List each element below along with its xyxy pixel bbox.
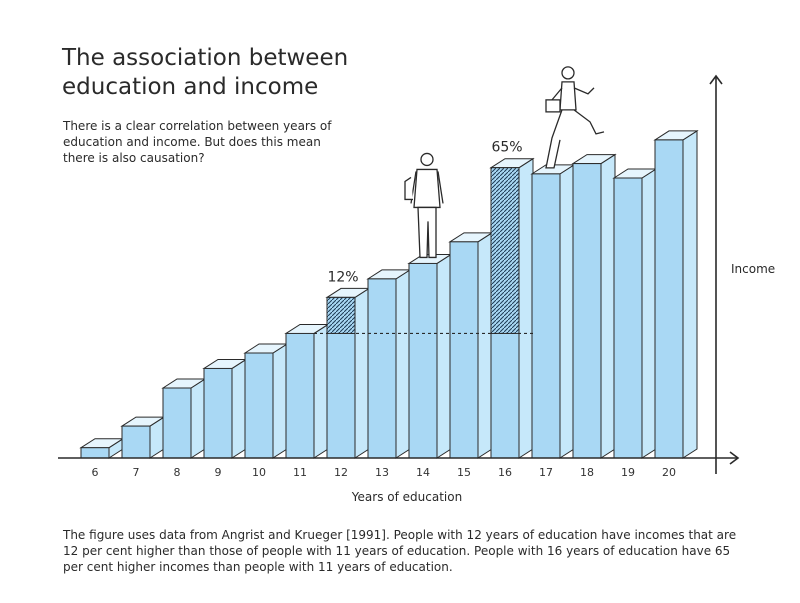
bar-8 — [161, 378, 207, 459]
bar-front — [613, 177, 643, 459]
chart-subtitle: There is a clear correlation between yea… — [63, 119, 332, 165]
people-illustrations — [404, 66, 605, 259]
bar-10 — [243, 343, 289, 459]
bar-19 — [612, 168, 658, 459]
chart-title: The association between education and in… — [62, 45, 349, 100]
bar-side — [272, 343, 288, 459]
bar-side — [518, 157, 534, 459]
x-tick-20: 20 — [662, 466, 676, 479]
bar-side — [682, 129, 698, 459]
bar-side — [190, 378, 206, 459]
bar-front — [449, 241, 479, 459]
bar-side — [641, 168, 657, 459]
x-axis-arrow — [729, 451, 740, 465]
bars-group — [79, 129, 699, 459]
bar-side — [436, 253, 452, 459]
bar-front — [244, 352, 274, 459]
bar-front — [367, 278, 397, 459]
bar-front — [203, 367, 233, 459]
bar-side — [600, 153, 616, 459]
bar-front — [531, 173, 561, 459]
x-tick-19: 19 — [621, 466, 635, 479]
x-axis-label: Years of education — [351, 490, 462, 504]
bar-15 — [448, 231, 494, 459]
x-tick-11: 11 — [293, 466, 307, 479]
bar-front — [121, 425, 151, 459]
x-tick-labels: 6 7 8 9 10 11 12 13 14 15 16 17 18 19 20 — [92, 466, 677, 479]
x-tick-17: 17 — [539, 466, 553, 479]
walking-woman-illustration — [545, 66, 605, 169]
bar-16 — [489, 157, 535, 459]
x-tick-14: 14 — [416, 466, 430, 479]
bar-front — [408, 262, 438, 459]
bar-18 — [571, 153, 617, 459]
x-tick-9: 9 — [215, 466, 222, 479]
bar-front — [654, 139, 684, 459]
x-tick-10: 10 — [252, 466, 266, 479]
bar-side — [559, 163, 575, 459]
bar-front — [285, 332, 315, 459]
figure-caption: The figure uses data from Angrist and Kr… — [63, 528, 737, 574]
x-tick-15: 15 — [457, 466, 471, 479]
bar-side — [477, 231, 493, 459]
x-tick-18: 18 — [580, 466, 594, 479]
x-tick-12: 12 — [334, 466, 348, 479]
bar-front — [80, 447, 110, 459]
y-axis-arrow — [709, 74, 723, 85]
x-tick-16: 16 — [498, 466, 512, 479]
annotation-16: 65% — [491, 140, 522, 156]
bar-increase-hatch — [490, 167, 520, 334]
annotations-group: 12% 65% — [314, 140, 533, 335]
x-tick-8: 8 — [174, 466, 181, 479]
bar-7 — [120, 416, 166, 459]
bar-20 — [653, 129, 699, 459]
x-tick-6: 6 — [92, 466, 99, 479]
bar-14 — [407, 253, 453, 459]
bar-side — [395, 268, 411, 459]
standing-man-illustration — [404, 152, 444, 259]
bar-11 — [284, 323, 330, 459]
annotation-12: 12% — [327, 269, 358, 285]
bar-12 — [325, 287, 371, 459]
bar-6 — [79, 437, 125, 459]
bar-side — [231, 358, 247, 459]
bar-17 — [530, 163, 576, 459]
bar-13 — [366, 268, 412, 459]
bar-front — [162, 387, 192, 459]
x-tick-7: 7 — [133, 466, 140, 479]
x-tick-13: 13 — [375, 466, 389, 479]
bar-9 — [202, 358, 248, 459]
bar-increase-hatch — [326, 296, 356, 334]
y-axis-label: Income — [731, 262, 775, 276]
bar-side — [313, 323, 329, 459]
bar-front — [572, 163, 602, 459]
bar-side — [354, 287, 370, 459]
